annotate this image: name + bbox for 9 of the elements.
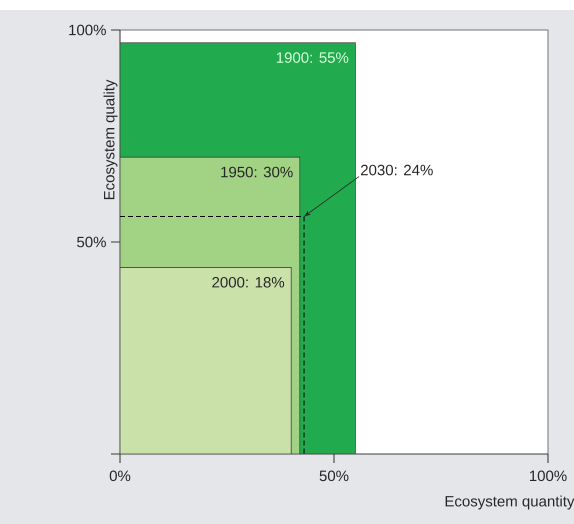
y-axis-title: Ecosystem quality: [103, 80, 118, 200]
text: 2030: 24%: [360, 164, 433, 176]
x-axis-title: Ecosystem quantity: [446, 496, 574, 510]
x-tick-label: 100%: [530, 470, 567, 482]
series-label: 2000: 18%: [212, 276, 284, 288]
series-label: 1950: 30%: [221, 166, 293, 178]
x-tick-label: 0%: [110, 470, 130, 482]
x-tick-label: 50%: [320, 470, 348, 482]
series-label: 1900: 55%: [276, 52, 348, 63]
